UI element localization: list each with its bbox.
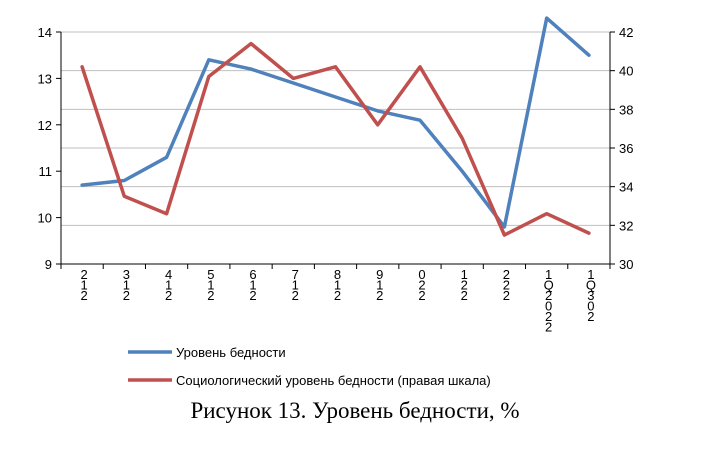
category-label-char: 2 bbox=[249, 288, 256, 303]
category-label-char: 1 bbox=[292, 278, 299, 293]
category-label-char: 1 bbox=[165, 278, 172, 293]
category-label-char: 1 bbox=[334, 278, 341, 293]
category-label-char: 8 bbox=[334, 267, 341, 282]
category-label-char: 0 bbox=[418, 267, 425, 282]
category-label-char: 2 bbox=[461, 278, 468, 293]
category-label-char: 2 bbox=[80, 267, 87, 282]
category-label-char: 2 bbox=[503, 288, 510, 303]
category-label: 212 bbox=[80, 267, 87, 303]
category-label-char: Q bbox=[586, 278, 596, 293]
category-label-char: 2 bbox=[292, 288, 299, 303]
category-label-char: 3 bbox=[123, 267, 130, 282]
right-tick-label: 30 bbox=[619, 257, 633, 272]
category-label: 312 bbox=[123, 267, 130, 303]
category-label: 812 bbox=[334, 267, 341, 303]
left-tick-label: 11 bbox=[39, 164, 53, 179]
category-label: 912 bbox=[376, 267, 383, 303]
category-label-char: 2 bbox=[418, 278, 425, 293]
category-label-char: 2 bbox=[123, 288, 130, 303]
left-tick-label: 13 bbox=[38, 71, 52, 86]
category-label-char: 2 bbox=[461, 288, 468, 303]
right-tick-label: 42 bbox=[619, 25, 633, 40]
gridlines bbox=[61, 31, 610, 226]
category-label-char: 2 bbox=[545, 320, 552, 335]
category-label-char: 2 bbox=[165, 288, 172, 303]
left-axis-tick-labels: 9 10 11 12 13 14 bbox=[38, 25, 52, 272]
category-label-char: 2 bbox=[376, 288, 383, 303]
axes bbox=[56, 31, 615, 269]
left-tick-label: 12 bbox=[38, 118, 52, 133]
category-label-char: 2 bbox=[587, 309, 594, 324]
category-label-char: 1 bbox=[123, 278, 130, 293]
legend: Уровень бедности Социологический уровень… bbox=[128, 345, 491, 388]
figure-caption: Рисунок 13. Уровень бедности, % bbox=[190, 398, 520, 423]
category-label-char: 2 bbox=[334, 288, 341, 303]
category-label-char: 2 bbox=[545, 288, 552, 303]
right-tick-label: 38 bbox=[619, 102, 633, 117]
category-label-char: 4 bbox=[165, 267, 172, 282]
category-label-char: 2 bbox=[503, 278, 510, 293]
category-label-char: 7 bbox=[292, 267, 299, 282]
right-tick-label: 36 bbox=[619, 141, 633, 156]
category-label-char: 5 bbox=[207, 267, 214, 282]
left-tick-label: 10 bbox=[38, 211, 52, 226]
category-label-char: 2 bbox=[207, 288, 214, 303]
left-tick-label: 14 bbox=[38, 25, 52, 40]
category-label-char: 0 bbox=[587, 299, 594, 314]
category-label: 222 bbox=[503, 267, 510, 303]
right-tick-label: 34 bbox=[619, 180, 633, 195]
category-label: 022 bbox=[418, 267, 425, 303]
category-label-char: 6 bbox=[249, 267, 256, 282]
category-label: 122 bbox=[461, 267, 468, 303]
category-label: 412 bbox=[165, 267, 172, 303]
right-tick-label: 40 bbox=[619, 64, 633, 79]
legend-label-poverty: Уровень бедности bbox=[176, 345, 286, 360]
series-line-sociological bbox=[80, 41, 591, 237]
right-tick-label: 32 bbox=[619, 218, 633, 233]
category-label-char: 1 bbox=[249, 278, 256, 293]
category-label-char: 1 bbox=[461, 267, 468, 282]
category-label-char: 1 bbox=[545, 267, 552, 282]
legend-label-sociological: Социологический уровень бедности (правая… bbox=[176, 373, 491, 388]
category-label-char: 2 bbox=[545, 309, 552, 324]
category-label-char: 1 bbox=[376, 278, 383, 293]
category-label-char: 1 bbox=[207, 278, 214, 293]
category-label-char: 0 bbox=[545, 299, 552, 314]
category-label-char: 9 bbox=[376, 267, 383, 282]
category-label: 612 bbox=[249, 267, 256, 303]
category-labels: 2123124125126127128129120221222221Q20221… bbox=[80, 267, 595, 335]
category-label-char: 1 bbox=[587, 267, 594, 282]
series-lines bbox=[80, 16, 591, 237]
category-label-char: 2 bbox=[80, 288, 87, 303]
series-line-poverty bbox=[80, 16, 591, 229]
category-label-char: 2 bbox=[503, 267, 510, 282]
right-axis-tick-labels: 30 32 34 36 38 40 42 bbox=[619, 25, 633, 272]
category-label: 712 bbox=[292, 267, 299, 303]
category-label-char: 3 bbox=[587, 288, 594, 303]
category-label: 512 bbox=[207, 267, 214, 303]
category-label-char: 1 bbox=[80, 278, 87, 293]
category-label-char: 2 bbox=[418, 288, 425, 303]
left-tick-label: 9 bbox=[45, 257, 52, 272]
category-label-char: Q bbox=[544, 278, 554, 293]
